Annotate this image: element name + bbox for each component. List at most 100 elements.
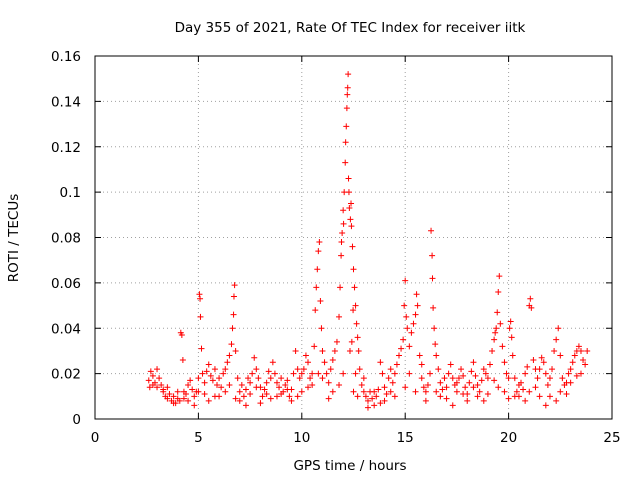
data-point xyxy=(565,370,572,377)
data-point xyxy=(387,366,394,373)
data-point xyxy=(464,397,471,404)
data-point xyxy=(506,325,513,332)
data-point xyxy=(238,381,245,388)
data-point xyxy=(406,370,413,377)
data-point xyxy=(294,393,301,400)
data-point xyxy=(345,71,352,78)
data-point xyxy=(203,368,210,375)
data-point xyxy=(546,375,553,382)
data-point xyxy=(350,266,357,273)
data-point xyxy=(348,200,355,207)
data-point xyxy=(147,368,154,375)
data-point xyxy=(437,379,444,386)
data-point xyxy=(549,366,556,373)
data-point xyxy=(205,361,212,368)
data-point xyxy=(255,375,262,382)
data-point xyxy=(343,123,350,130)
data-point xyxy=(242,386,249,393)
data-point xyxy=(433,352,440,359)
data-point xyxy=(505,375,512,382)
data-point xyxy=(267,395,274,402)
data-point xyxy=(325,379,332,386)
data-point xyxy=(429,252,436,259)
data-point xyxy=(354,334,361,341)
data-point xyxy=(261,386,268,393)
data-point xyxy=(232,395,239,402)
data-point xyxy=(449,375,456,382)
data-point xyxy=(362,393,369,400)
data-point xyxy=(513,388,520,395)
data-point xyxy=(505,395,512,402)
data-point xyxy=(352,370,359,377)
data-point xyxy=(354,393,361,400)
data-point xyxy=(522,397,529,404)
data-point xyxy=(305,359,312,366)
data-point xyxy=(391,370,398,377)
data-point xyxy=(546,393,553,400)
data-point xyxy=(284,386,291,393)
data-point xyxy=(364,397,371,404)
data-point xyxy=(520,386,527,393)
data-point xyxy=(329,357,336,364)
y-tick-label: 0.04 xyxy=(51,321,81,337)
data-point xyxy=(185,397,192,404)
data-point xyxy=(226,352,233,359)
data-point xyxy=(401,302,408,309)
data-point xyxy=(350,388,357,395)
data-point xyxy=(395,352,402,359)
data-point xyxy=(413,291,420,298)
data-point xyxy=(222,366,229,373)
data-point xyxy=(468,368,475,375)
data-point xyxy=(316,239,323,246)
data-point xyxy=(542,402,549,409)
data-point xyxy=(398,345,405,352)
data-point xyxy=(271,370,278,377)
data-point xyxy=(496,273,503,280)
data-point xyxy=(340,220,347,227)
data-point xyxy=(402,384,409,391)
y-tick-labels: 0 0.02 0.04 0.06 0.08 0.1 0.12 0.14 0.16 xyxy=(51,49,81,428)
data-point xyxy=(449,402,456,409)
data-point xyxy=(577,370,584,377)
data-point xyxy=(542,370,549,377)
data-point xyxy=(508,334,515,341)
data-point xyxy=(534,375,541,382)
data-point xyxy=(336,313,343,320)
data-point xyxy=(263,379,270,386)
data-point xyxy=(563,391,570,398)
data-point xyxy=(582,361,589,368)
data-point xyxy=(364,404,371,411)
data-point xyxy=(435,366,442,373)
data-point xyxy=(298,388,305,395)
data-point xyxy=(495,288,502,295)
data-points xyxy=(145,71,591,411)
data-point xyxy=(178,332,185,339)
data-point xyxy=(325,395,332,402)
data-point xyxy=(515,381,522,388)
data-point xyxy=(191,402,198,409)
data-point xyxy=(340,370,347,377)
data-point xyxy=(166,391,173,398)
data-point xyxy=(360,375,367,382)
data-point xyxy=(337,284,344,291)
data-point xyxy=(393,361,400,368)
data-point xyxy=(497,320,504,327)
data-point xyxy=(154,384,161,391)
data-point xyxy=(158,381,165,388)
data-point xyxy=(557,352,564,359)
x-tick-label: 10 xyxy=(293,430,310,446)
data-point xyxy=(331,347,338,354)
data-point xyxy=(253,384,260,391)
data-point xyxy=(427,370,434,377)
data-point xyxy=(445,370,452,377)
data-point xyxy=(224,359,231,366)
data-point xyxy=(358,381,365,388)
data-point xyxy=(218,384,225,391)
data-point xyxy=(265,368,272,375)
y-tick-label: 0.06 xyxy=(51,276,81,292)
data-point xyxy=(428,227,435,234)
data-point xyxy=(170,400,177,407)
data-point xyxy=(182,391,189,398)
data-point xyxy=(154,366,161,373)
data-point xyxy=(284,377,291,384)
